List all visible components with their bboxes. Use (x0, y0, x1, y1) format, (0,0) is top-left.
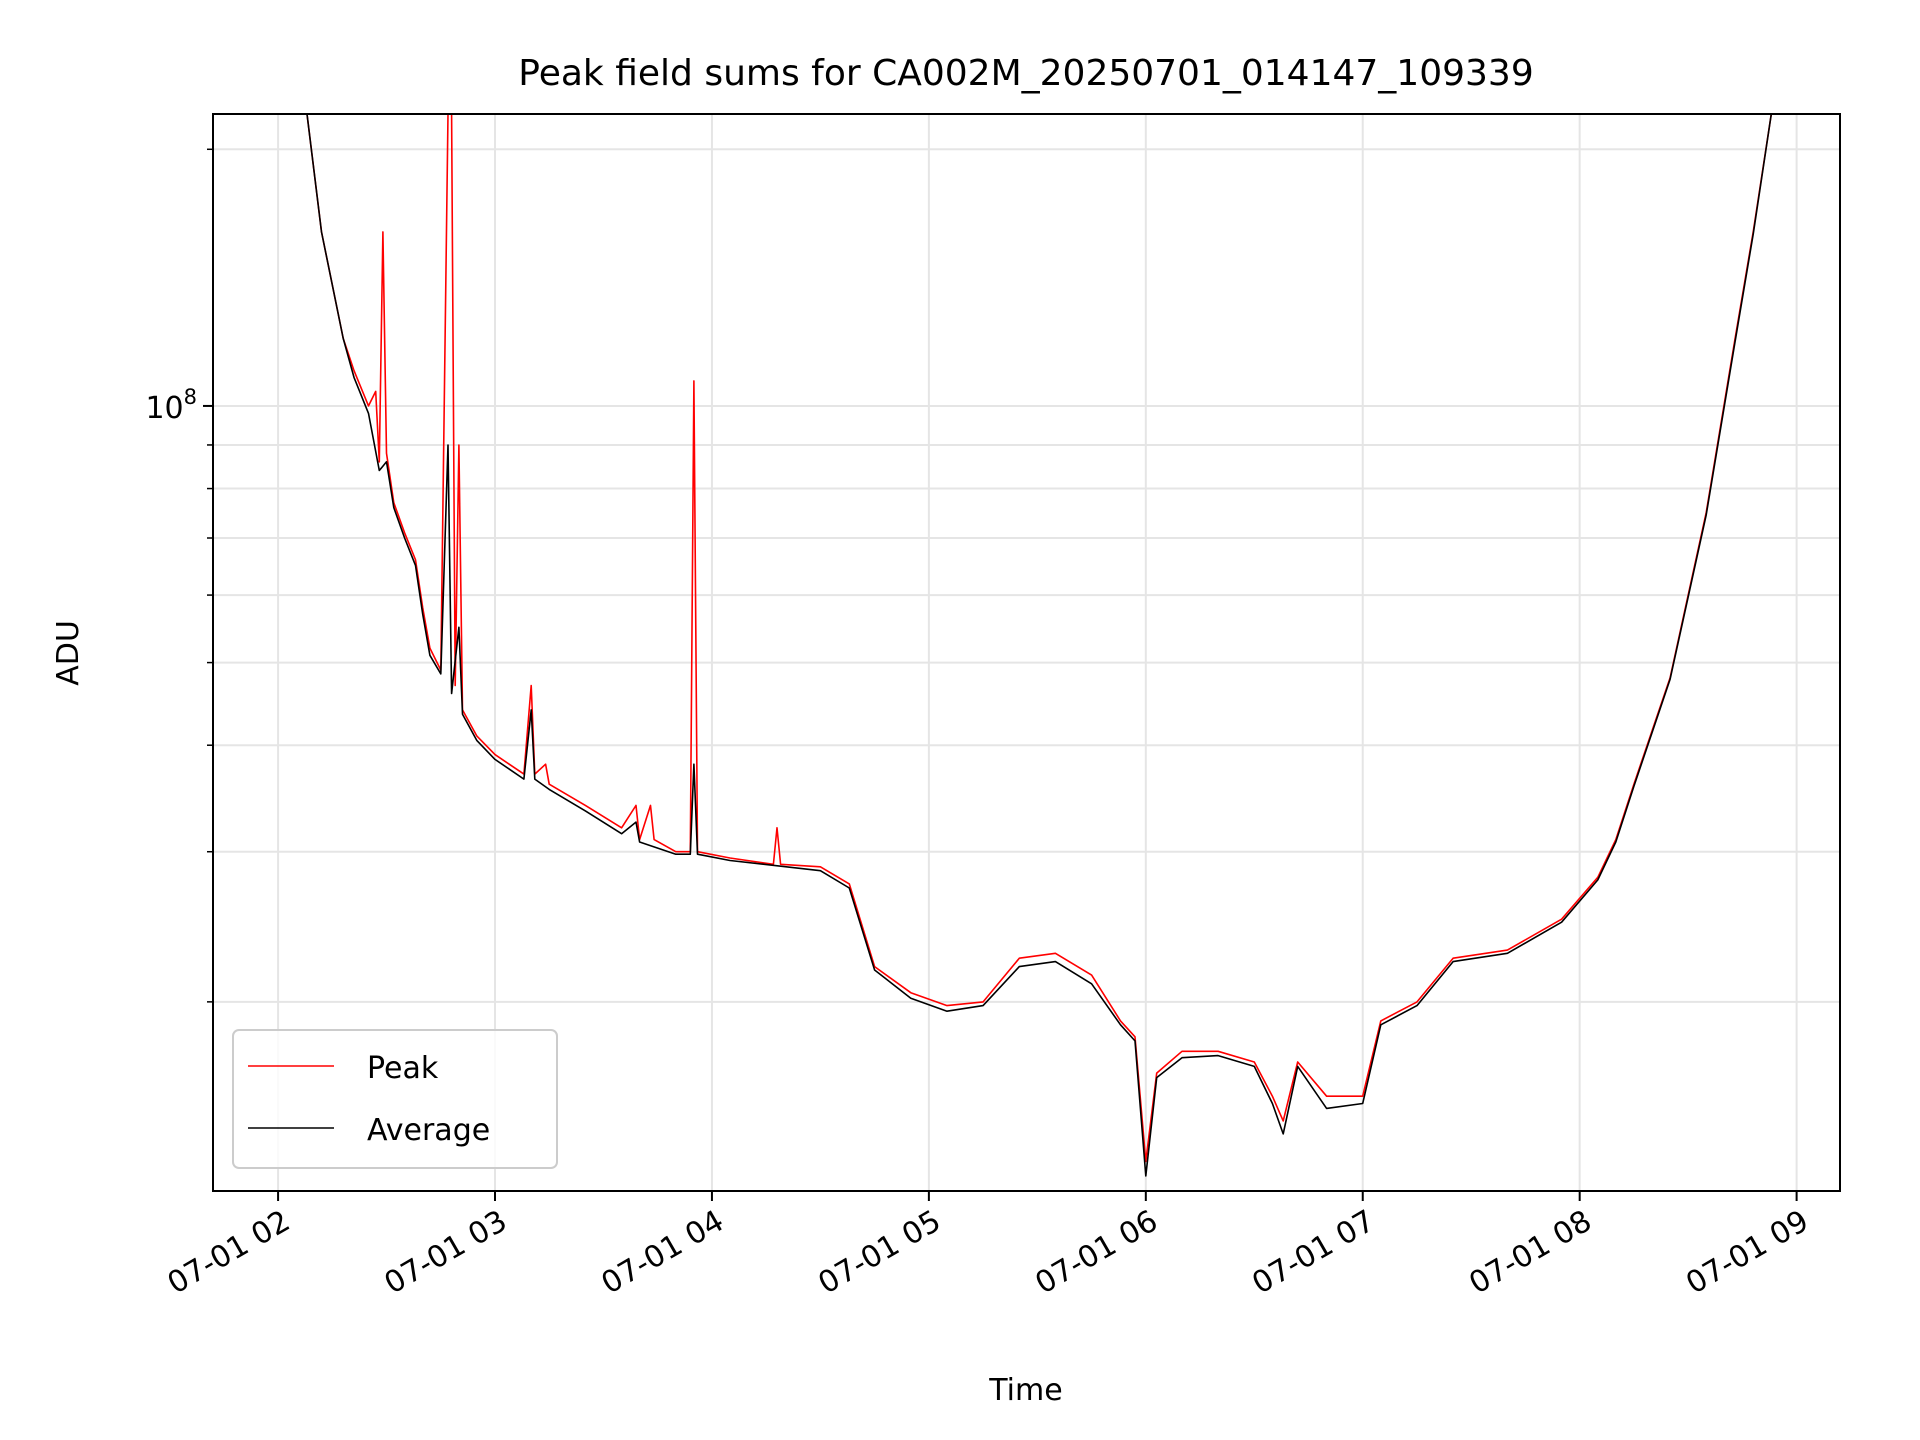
series-line-peak (213, 113, 1840, 1163)
plot-frame (212, 113, 1841, 1192)
series-layer (213, 113, 1840, 1177)
y-axis-label: ADU (51, 620, 86, 686)
grid (213, 114, 1840, 1191)
legend: Peak Average (232, 1029, 558, 1169)
legend-average-label: Average (367, 1113, 490, 1148)
chart-title: Peak field sums for CA002M_20250701_0141… (518, 53, 1533, 94)
legend-box (232, 1029, 558, 1169)
x-axis-label: Time (988, 1373, 1062, 1408)
legend-peak-label: Peak (367, 1051, 439, 1086)
series-line-average (213, 113, 1840, 1177)
